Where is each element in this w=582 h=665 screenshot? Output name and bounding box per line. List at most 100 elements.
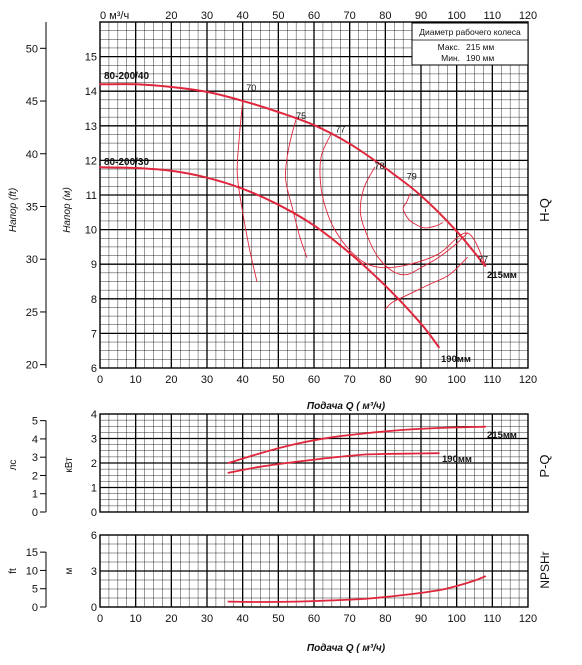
top-axis-tick: 50 (272, 10, 284, 22)
pq-hp-tick: 5 (32, 416, 38, 428)
legend: Диаметр рабочего колеса Макс. 215 мм Мин… (411, 22, 529, 66)
npsh-ylabel-m: м (64, 567, 75, 574)
top-axis-tick: 80 (379, 10, 391, 22)
hq-m-tick: 14 (85, 86, 97, 98)
top-axis-tick: 20 (165, 10, 177, 22)
hq-x-tick: 20 (165, 374, 177, 386)
hq-x-tick: 120 (519, 374, 537, 386)
npsh-side-label: NPSHr (538, 551, 552, 588)
top-axis-tick: 60 (308, 10, 320, 22)
top-axis-tick: 120 (519, 10, 537, 22)
pq-kw-tick: 4 (91, 409, 97, 421)
hq-m-tick: 8 (91, 294, 97, 306)
npsh-x-tick: 0 (97, 613, 103, 625)
efficiency-label: 78 (375, 161, 385, 171)
pq-curve-label-min: 190мм (442, 454, 472, 465)
npsh-m-tick: 3 (91, 566, 97, 578)
hq-ft-tick: 40 (26, 149, 38, 161)
npsh-x-tick: 100 (447, 613, 465, 625)
hq-ft-tick: 45 (26, 96, 38, 108)
pq-hp-tick: 4 (32, 434, 38, 446)
efficiency-label: 70 (246, 83, 256, 93)
npsh-x-tick: 80 (379, 613, 391, 625)
hq-curve-label-max: 80-200/40 (104, 71, 149, 82)
efficiency-contour-5 (384, 256, 468, 310)
efficiency-contour-2 (319, 132, 486, 269)
npsh-x-tick: 40 (237, 613, 249, 625)
hq-m-tick: 12 (85, 155, 97, 167)
npsh-x-tick: 50 (272, 613, 284, 625)
hq-m-tick: 13 (85, 121, 97, 133)
hq-curve-0 (99, 83, 487, 267)
hq-x-tick: 30 (201, 374, 213, 386)
pq-hp-tick: 3 (32, 452, 38, 464)
hq-curve-label-min-d: 190мм (441, 354, 471, 365)
hq-curve-label-min: 80-200/30 (104, 157, 149, 168)
npsh-ylabel-ft: ft (8, 568, 19, 574)
efficiency-contour-4 (402, 192, 443, 229)
pq-kw-tick: 0 (91, 507, 97, 519)
top-axis-tick: 110 (484, 10, 502, 22)
top-axis-tick: 90 (415, 10, 427, 22)
hq-ylabel-ft: Напор (ft) (8, 188, 19, 232)
legend-title: Диаметр рабочего колеса (419, 27, 521, 37)
hq-x-tick: 100 (447, 374, 465, 386)
efficiency-label: 77 (335, 125, 345, 135)
pq-kw-tick: 2 (91, 458, 97, 470)
hq-ft-tick: 30 (26, 254, 38, 266)
pq-hp-tick: 0 (32, 507, 38, 519)
npsh-x-tick: 70 (344, 613, 356, 625)
npsh-x-tick: 60 (308, 613, 320, 625)
pq-kw-tick: 3 (91, 434, 97, 446)
hq-side-label: H-Q (537, 198, 552, 222)
hq-curve-label-max-d: 215мм (487, 270, 517, 281)
hq-x-tick: 60 (308, 374, 320, 386)
top-axis-unit-label: 0 м³/ч (100, 10, 129, 22)
top-axis-tick: 30 (201, 10, 213, 22)
legend-min-label: Мин. (441, 53, 460, 63)
hq-x-tick: 50 (272, 374, 284, 386)
hq-m-tick: 10 (85, 225, 97, 237)
npsh-x-tick: 120 (519, 613, 537, 625)
hq-m-tick: 15 (85, 52, 97, 64)
legend-max-label: Макс. (438, 42, 460, 52)
hq-ft-tick: 35 (26, 201, 38, 213)
hq-x-tick: 0 (97, 374, 103, 386)
npsh-ft-tick: 5 (32, 584, 38, 596)
efficiency-contour-0 (236, 101, 258, 282)
hq-ft-tick: 20 (26, 360, 38, 372)
x-axis-label-hq: Подача Q ( м³/ч) (307, 401, 386, 412)
hq-m-tick: 11 (86, 190, 97, 202)
pq-curve-0 (227, 425, 487, 464)
hq-x-tick: 10 (130, 374, 142, 386)
npsh-x-tick: 10 (130, 613, 142, 625)
npsh-ft-tick: 10 (26, 565, 38, 577)
hq-x-tick: 40 (237, 374, 249, 386)
pq-curve-label-max: 215мм (487, 430, 517, 441)
top-axis-tick: 100 (447, 10, 465, 22)
hq-curve-1 (99, 166, 440, 349)
hq-x-tick: 80 (379, 374, 391, 386)
hq-m-tick: 9 (91, 259, 97, 271)
top-axis-tick: 40 (237, 10, 249, 22)
hq-m-tick: 6 (91, 363, 97, 375)
npsh-x-tick: 20 (165, 613, 177, 625)
npsh-ft-tick: 0 (32, 602, 38, 614)
efficiency-contour-1 (284, 118, 308, 258)
efficiency-contour-3 (359, 166, 468, 276)
legend-max-value: 215 мм (466, 42, 494, 52)
hq-ylabel-m: Напор (м) (62, 187, 73, 233)
npsh-ft-tick: 15 (26, 547, 38, 559)
pq-hp-tick: 2 (32, 470, 38, 482)
efficiency-label: 77 (478, 254, 488, 264)
pq-curve-1 (227, 452, 440, 474)
npsh-x-tick: 30 (201, 613, 213, 625)
pq-ylabel-kw: кВт (64, 457, 75, 473)
hq-x-tick: 70 (344, 374, 356, 386)
npsh-x-tick: 90 (415, 613, 427, 625)
pq-ylabel-hp: лс (8, 460, 19, 471)
npsh-x-tick: 110 (484, 613, 502, 625)
npsh-m-tick: 6 (91, 530, 97, 542)
hq-x-tick: 90 (415, 374, 427, 386)
